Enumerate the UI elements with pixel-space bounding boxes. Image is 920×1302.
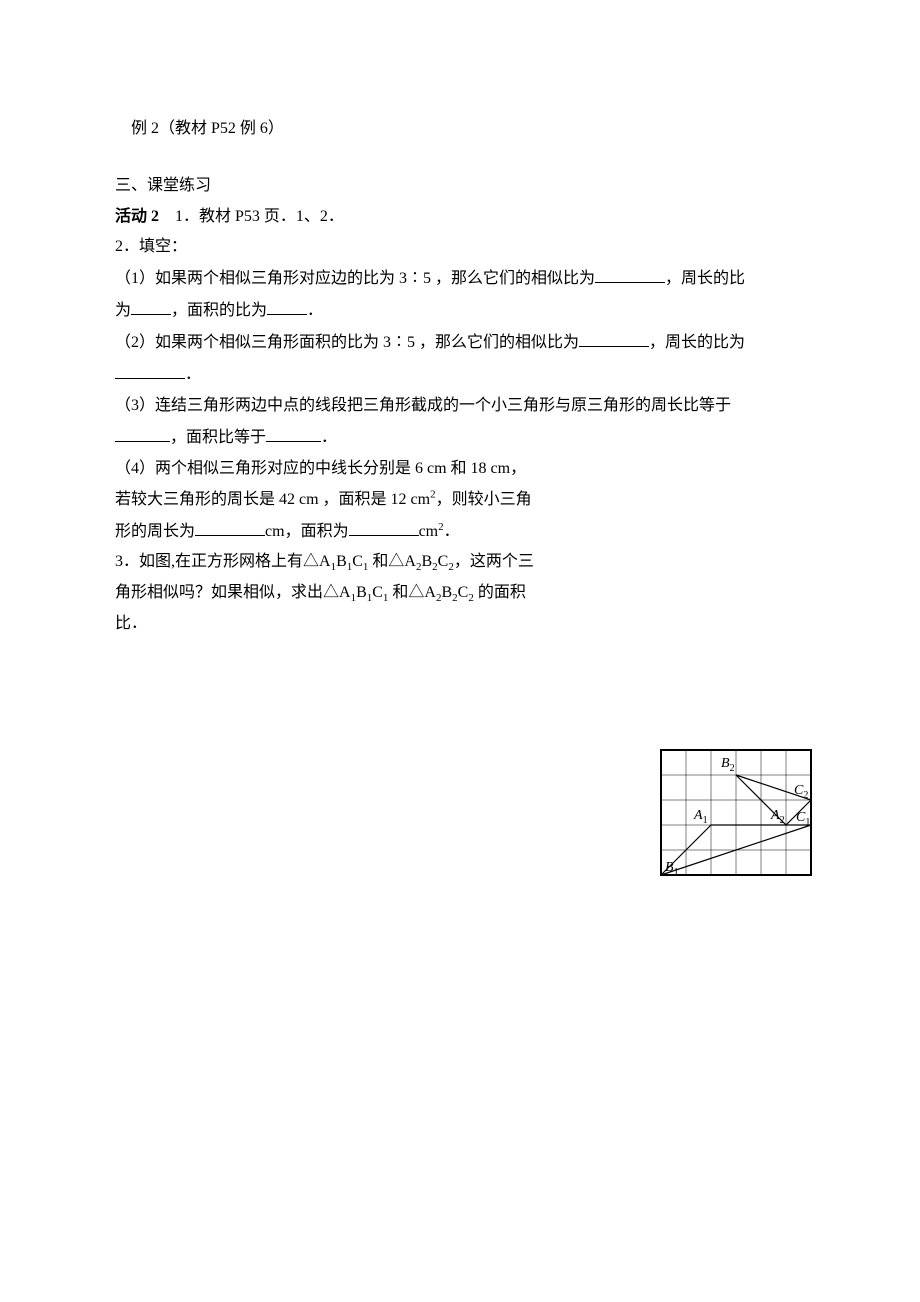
q5-text-d: 和△A: [368, 553, 416, 570]
q1-text-b: ，周长的比: [665, 270, 745, 287]
q4-blank-2: [349, 517, 419, 536]
question-2-line2: ．: [115, 360, 805, 390]
activity-label: 活动 2: [115, 208, 159, 225]
page-content: 例 2（教材 P52 例 6） 三、课堂练习 活动 2 1．教材 P53 页．1…: [115, 115, 805, 639]
grid-svg: B2C2A1A2C1B1: [659, 748, 815, 878]
q4-text-b2: ，则较小三角: [436, 491, 532, 508]
q1-text-e: ．: [307, 302, 323, 319]
question-4-line2: 若较大三角形的周长是 42 cm ，面积是 12 cm2，则较小三角: [115, 486, 575, 515]
question-5: 3．如图,在正方形网格上有△A1B1C1 和△A2B2C2，这两个三: [115, 548, 575, 577]
q1-text-a: （1）如果两个相似三角形对应边的比为 3∶5 ，那么它们的相似比为: [115, 270, 595, 287]
q1-text-c: 为: [115, 302, 131, 319]
q2-text-b: ，周长的比为: [649, 334, 745, 351]
q3-text-c: ．: [321, 429, 337, 446]
q5-text-b: B: [336, 553, 347, 570]
q4-text-d: cm，面积为: [265, 523, 349, 540]
q4-text-c: 形的周长为: [115, 523, 195, 540]
question-3: （3）连结三角形两边中点的线段把三角形截成的一个小三角形与原三角形的周长比等于: [115, 392, 805, 421]
q2-blank-2: [115, 360, 185, 379]
q1-blank-2: [131, 296, 171, 315]
question-1: （1）如果两个相似三角形对应边的比为 3∶5 ，那么它们的相似比为 ，周长的比: [115, 264, 805, 294]
question-4: （4）两个相似三角形对应的中线长分别是 6 cm 和 18 cm，: [115, 455, 575, 484]
question-4-line3: 形的周长为cm，面积为cm2．: [115, 517, 575, 547]
q2-text-c: ．: [185, 366, 201, 383]
q4-text-f: ．: [444, 523, 460, 540]
q3-blank-1: [115, 423, 170, 442]
activity-item-1: 1．教材 P53 页．1、2．: [159, 208, 344, 225]
q5-text-f: C: [438, 553, 449, 570]
q5-text-l: B: [441, 584, 452, 601]
question-2: （2）如果两个相似三角形面积的比为 3∶5 ，那么它们的相似比为 ，周长的比为: [115, 328, 805, 358]
activity-2-line: 活动 2 1．教材 P53 页．1、2．: [115, 203, 805, 232]
q4-text-e: cm: [419, 523, 439, 540]
section-3-heading: 三、课堂练习: [115, 172, 805, 201]
q5-text-n: 的面积: [474, 584, 526, 601]
question-1-line2: 为 ，面积的比为 ．: [115, 296, 805, 326]
q3-text-a: （3）连结三角形两边中点的线段把三角形截成的一个小三角形与原三角形的周长比等于: [115, 397, 731, 414]
q2-text-a: （2）如果两个相似三角形面积的比为 3∶5 ，那么它们的相似比为: [115, 334, 579, 351]
q4-blank-1: [195, 517, 265, 536]
q5-text-h: 角形相似吗？如果相似，求出△A: [115, 584, 351, 601]
example-reference: 例 2（教材 P52 例 6）: [115, 115, 805, 144]
question-5-line3: 比．: [115, 610, 805, 639]
q5-text-j: C: [372, 584, 383, 601]
q5-text-i: B: [356, 584, 367, 601]
question-5-line2: 角形相似吗？如果相似，求出△A1B1C1 和△A2B2C2 的面积: [115, 579, 575, 608]
q5-text-m: C: [458, 584, 469, 601]
q2-blank-1: [579, 328, 649, 347]
q3-blank-2: [266, 423, 321, 442]
q5-text-c: C: [352, 553, 363, 570]
q4-text-b: 若较大三角形的周长是 42 cm ，面积是 12 cm: [115, 491, 430, 508]
q1-blank-1: [595, 264, 665, 283]
q5-text-e: B: [421, 553, 432, 570]
item-2-label: 2．填空：: [115, 233, 805, 262]
q4-text-a: （4）两个相似三角形对应的中线长分别是 6 cm 和 18 cm，: [115, 460, 526, 477]
question-4-5-wrap: B2C2A1A2C1B1 （4）两个相似三角形对应的中线长分别是 6 cm 和 …: [115, 455, 805, 639]
q1-blank-3: [267, 296, 307, 315]
q5-text-k: 和△A: [388, 584, 436, 601]
q3-text-b: ，面积比等于: [170, 429, 266, 446]
q5-text-g: ，这两个三: [454, 553, 534, 570]
q5-text-a: 3．如图,在正方形网格上有△A: [115, 553, 331, 570]
question-3-line2: ，面积比等于 ．: [115, 423, 805, 453]
grid-diagram: B2C2A1A2C1B1: [659, 748, 815, 889]
q1-text-d: ，面积的比为: [171, 302, 267, 319]
